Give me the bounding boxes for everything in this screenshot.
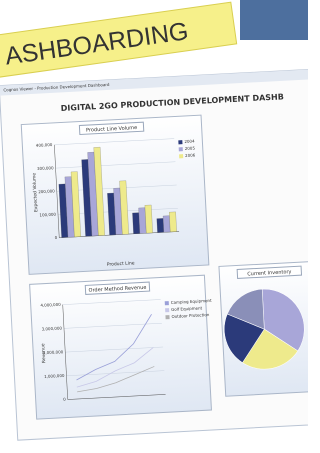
legend-swatch: [179, 147, 183, 151]
bar: [157, 218, 164, 232]
scene: Cognos Viewer - Production Development D…: [0, 0, 308, 453]
bar: [169, 212, 176, 232]
bar: [145, 205, 153, 233]
frame-edge: [240, 0, 308, 40]
y-axis-label: Revenue: [40, 343, 47, 363]
legend-swatch: [165, 315, 169, 319]
y-tick-label: 400,000: [36, 142, 53, 148]
y-tick-label: 200,000: [38, 188, 55, 194]
dashboard-sheet: Cognos Viewer - Production Development D…: [0, 69, 308, 440]
y-tick-label: 300,000: [37, 165, 54, 171]
legend-swatch: [178, 140, 182, 144]
panel: [30, 275, 212, 419]
bar: [132, 213, 139, 234]
y-tick-label: 100,000: [39, 212, 56, 218]
bar: [163, 216, 170, 233]
legend-swatch: [165, 301, 169, 305]
legend-label: 2006: [185, 152, 196, 158]
legend-swatch: [179, 154, 183, 158]
legend-label: 2005: [185, 145, 196, 151]
banner: ASHBOARDING: [0, 2, 237, 78]
legend-label: 2004: [184, 138, 195, 144]
legend-swatch: [165, 308, 169, 312]
